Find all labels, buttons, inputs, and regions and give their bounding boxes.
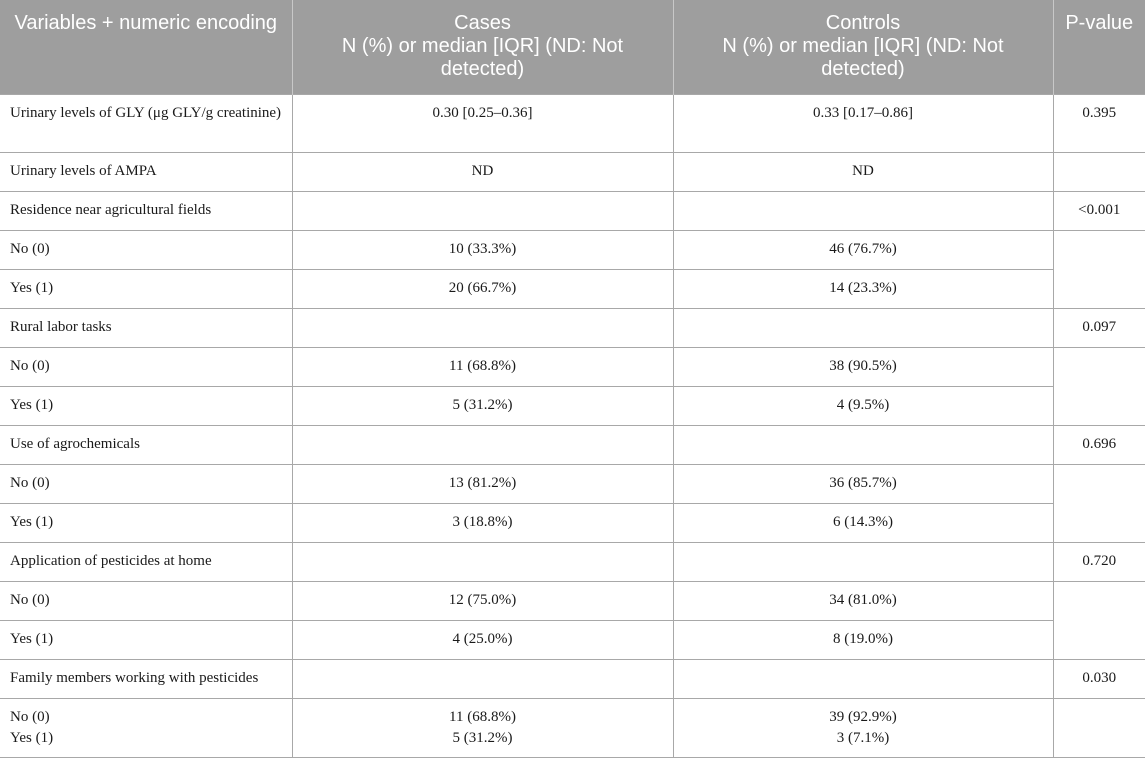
- cases-cell: [291, 424, 674, 465]
- cases-cell: 4 (25.0%): [291, 619, 674, 660]
- pvalue-cell: 0.395: [1052, 93, 1145, 153]
- pvalue-cell: [1052, 580, 1145, 660]
- table-row: No (0) 12 (75.0%) 34 (81.0%): [0, 580, 1145, 660]
- row-label: No (0): [0, 346, 293, 387]
- controls-cell: 39 (92.9%) 3 (7.1%): [672, 697, 1054, 758]
- row-label: Yes (1): [0, 385, 293, 426]
- header-controls-title: Controls: [825, 12, 901, 34]
- cases-cell: 20 (66.7%): [291, 268, 674, 309]
- pvalue-cell: [1052, 463, 1145, 543]
- pvalue-cell: <0.001: [1052, 190, 1145, 231]
- table-row: Application of pesticides at home 0.720: [0, 541, 1145, 582]
- header-cases-subtitle: N (%) or median [IQR] (ND: Not detected): [341, 35, 624, 80]
- cases-cell: 10 (33.3%): [291, 229, 674, 270]
- table-row: Use of agrochemicals 0.696: [0, 424, 1145, 465]
- row-label: Family members working with pesticides: [0, 658, 293, 699]
- controls-no: 39 (92.9%): [829, 708, 897, 725]
- controls-cell: 34 (81.0%): [672, 580, 1054, 621]
- table-row: No (0) Yes (1) 11 (68.8%) 5 (31.2%) 39 (…: [0, 697, 1145, 758]
- pvalue-cell: 0.720: [1052, 541, 1145, 582]
- controls-cell: [672, 190, 1054, 231]
- table-row: Urinary levels of GLY (μg GLY/g creatini…: [0, 93, 1145, 153]
- row-label-yes: Yes (1): [10, 729, 54, 746]
- cases-cell: 11 (68.8%): [291, 346, 674, 387]
- row-label: Yes (1): [0, 268, 293, 309]
- row-label-no: No (0): [10, 708, 50, 725]
- controls-cell: [672, 307, 1054, 348]
- cases-cell: 13 (81.2%): [291, 463, 674, 504]
- controls-cell: 14 (23.3%): [672, 268, 1053, 309]
- row-label: Rural labor tasks: [0, 307, 293, 348]
- header-controls-subtitle: N (%) or median [IQR] (ND: Not detected): [722, 35, 1004, 80]
- table-row: Yes (1) 4 (25.0%) 8 (19.0%): [0, 619, 1145, 660]
- row-label: Use of agrochemicals: [0, 424, 293, 465]
- table-row: Rural labor tasks 0.097: [0, 307, 1145, 348]
- pvalue-cell: 0.097: [1052, 307, 1145, 348]
- cases-cell: 12 (75.0%): [291, 580, 674, 621]
- pvalue-cell: [1052, 346, 1145, 426]
- pvalue-cell: 0.030: [1052, 658, 1145, 699]
- row-label: No (0): [0, 463, 293, 504]
- cases-cell: [291, 190, 674, 231]
- table-row: Yes (1) 5 (31.2%) 4 (9.5%): [0, 385, 1145, 426]
- row-label: Application of pesticides at home: [0, 541, 293, 582]
- pvalue-cell: [1052, 697, 1145, 758]
- cases-cell: 0.30 [0.25–0.36]: [291, 93, 674, 153]
- controls-cell: 38 (90.5%): [672, 346, 1054, 387]
- row-label: No (0) Yes (1): [0, 697, 293, 758]
- header-controls: Controls N (%) or median [IQR] (ND: Not …: [673, 0, 1054, 94]
- table-row: No (0) 10 (33.3%) 46 (76.7%): [0, 229, 1145, 309]
- controls-yes: 3 (7.1%): [836, 729, 890, 746]
- controls-cell: 8 (19.0%): [672, 619, 1053, 660]
- row-label: Urinary levels of AMPA: [0, 151, 293, 192]
- cases-no: 11 (68.8%): [449, 708, 516, 725]
- header-cases: Cases N (%) or median [IQR] (ND: Not det…: [292, 0, 674, 94]
- cases-yes: 5 (31.2%): [452, 729, 513, 746]
- controls-cell: [672, 658, 1054, 699]
- controls-cell: ND: [672, 151, 1054, 192]
- table-row: Yes (1) 3 (18.8%) 6 (14.3%): [0, 502, 1145, 543]
- row-label: No (0): [0, 229, 293, 270]
- table-row: No (0) 11 (68.8%) 38 (90.5%): [0, 346, 1145, 426]
- cases-cell: 5 (31.2%): [291, 385, 674, 426]
- header-cases-title: Cases: [454, 12, 511, 34]
- row-label: Residence near agricultural fields: [0, 190, 293, 231]
- cases-cell: [291, 307, 674, 348]
- controls-cell: 0.33 [0.17–0.86]: [672, 93, 1054, 153]
- controls-cell: [672, 424, 1054, 465]
- row-label: Yes (1): [0, 502, 293, 543]
- cases-cell: [291, 658, 674, 699]
- pvalue-cell: 0.696: [1052, 424, 1145, 465]
- header-row: Variables + numeric encoding Cases N (%)…: [0, 0, 1145, 94]
- controls-cell: 36 (85.7%): [672, 463, 1054, 504]
- controls-cell: 4 (9.5%): [672, 385, 1053, 426]
- table-row: No (0) 13 (81.2%) 36 (85.7%): [0, 463, 1145, 543]
- header-pvalue: P-value: [1053, 0, 1145, 94]
- table-row: Yes (1) 20 (66.7%) 14 (23.3%): [0, 268, 1145, 309]
- controls-cell: 6 (14.3%): [672, 502, 1053, 543]
- table-row: Family members working with pesticides 0…: [0, 658, 1145, 699]
- pvalue-cell: [1052, 151, 1145, 192]
- cases-cell: 3 (18.8%): [291, 502, 674, 543]
- cases-cell: ND: [291, 151, 674, 192]
- row-label: Urinary levels of GLY (μg GLY/g creatini…: [0, 93, 293, 153]
- table-row: Residence near agricultural fields <0.00…: [0, 190, 1145, 231]
- cases-cell: 11 (68.8%) 5 (31.2%): [291, 697, 674, 758]
- controls-cell: [672, 541, 1054, 582]
- row-label: Yes (1): [0, 619, 293, 660]
- controls-cell: 46 (76.7%): [672, 229, 1054, 270]
- table-row: Urinary levels of AMPA ND ND: [0, 151, 1145, 192]
- pvalue-cell: [1052, 229, 1145, 309]
- cases-cell: [291, 541, 674, 582]
- row-label: No (0): [0, 580, 293, 621]
- header-variables: Variables + numeric encoding: [0, 0, 293, 94]
